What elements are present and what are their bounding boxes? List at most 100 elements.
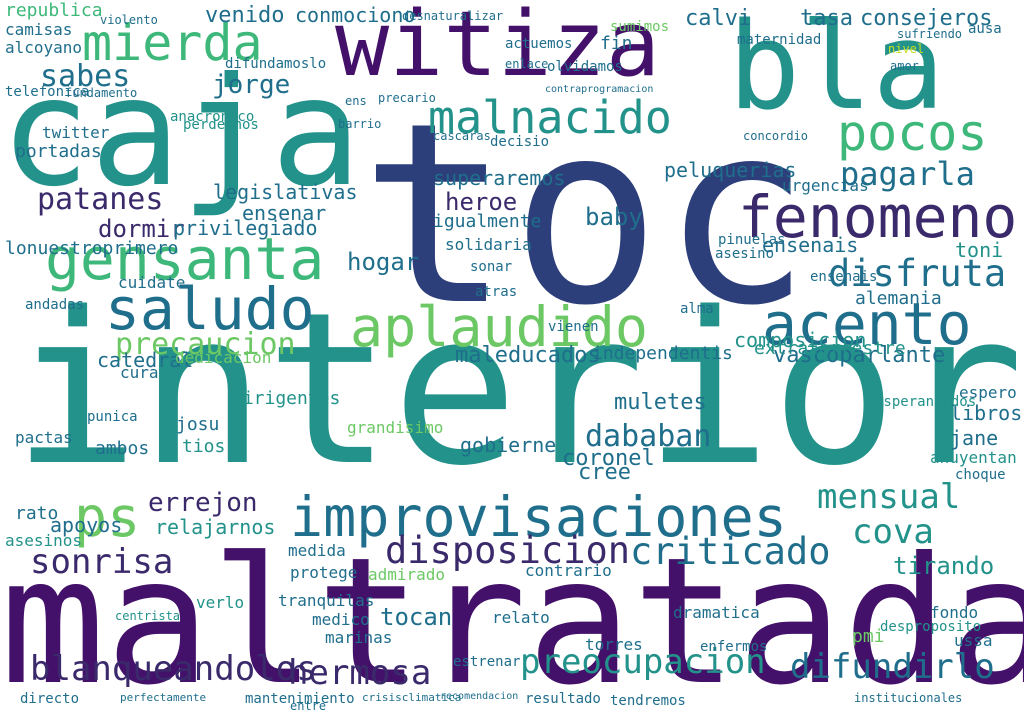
cloud-word: enlace — [505, 57, 549, 71]
cloud-word: lonuestroprimero — [5, 238, 179, 259]
cloud-word: pmi — [852, 626, 885, 647]
cloud-word: tranquilas — [278, 591, 375, 610]
cloud-word: ensenar — [242, 201, 327, 225]
cloud-word: enfermos — [700, 639, 768, 655]
cloud-word: superaremos — [433, 166, 566, 190]
cloud-word: pagarla — [840, 155, 975, 193]
cloud-word: twitter — [42, 123, 110, 142]
cloud-word: cura — [120, 363, 159, 382]
cloud-word: olvidamos — [547, 59, 623, 75]
cloud-word: entre — [290, 699, 327, 713]
cloud-word: centrista — [115, 609, 181, 623]
cloud-word: calvi — [685, 6, 752, 31]
cloud-word: verlo — [196, 593, 245, 612]
cloud-word: extraterrestre — [754, 338, 906, 359]
cloud-word: venido — [205, 3, 285, 28]
cloud-word: atras — [475, 284, 518, 300]
cloud-word: apoyos — [50, 513, 123, 537]
cloud-word: independentis — [592, 343, 733, 364]
cloud-word: urgencias — [782, 176, 869, 195]
cloud-word: ps — [74, 485, 141, 549]
cloud-word: coronel — [562, 446, 655, 471]
cloud-word: desproposito — [880, 619, 982, 635]
cloud-word: alma — [680, 301, 714, 317]
cloud-word: perfectamente — [120, 691, 207, 704]
cloud-word: baby — [585, 203, 643, 231]
cloud-word: improvisaciones — [290, 485, 787, 549]
cloud-word: barrio — [338, 117, 382, 131]
cloud-word: decisio — [490, 134, 550, 150]
cloud-word: errejon — [148, 488, 258, 518]
cloud-word: ussa — [954, 631, 993, 650]
cloud-word: fin — [600, 33, 633, 54]
cloud-word: aplaudido — [350, 295, 649, 359]
cloud-word: blanqueandolos — [30, 649, 317, 689]
cloud-word: malnacido — [428, 91, 672, 144]
cloud-word: alemania — [855, 288, 942, 309]
cloud-word: anacronico — [170, 109, 255, 125]
cloud-word: consejeros — [860, 6, 993, 31]
cloud-word: torres — [585, 635, 643, 654]
cloud-word: espero — [959, 383, 1017, 402]
cloud-word: preocupacion — [520, 642, 766, 682]
cloud-word: igualmente — [433, 211, 542, 232]
cloud-word: tios — [182, 436, 226, 457]
cloud-word: ensenais — [762, 233, 859, 257]
cloud-word: choque — [955, 467, 1006, 483]
cloud-word: ensenais — [810, 269, 878, 285]
cloud-word: alcoyano — [5, 38, 83, 57]
cloud-word: relato — [492, 608, 550, 627]
cloud-word: estrenar — [453, 654, 521, 670]
cloud-word: pocos — [837, 104, 988, 162]
cloud-word: sonar — [470, 259, 513, 275]
cloud-word: dormir — [98, 215, 185, 243]
cloud-word: disposicion — [385, 529, 631, 572]
cloud-word: maltratada — [0, 521, 1024, 720]
cloud-word: punica — [87, 409, 138, 425]
cloud-word: sabes — [40, 59, 131, 94]
cloud-word: asesino — [715, 246, 775, 262]
cloud-word: concordio — [743, 129, 809, 143]
cloud-word: crisisclimatica — [362, 691, 462, 704]
cloud-word: libros — [950, 401, 1023, 425]
cloud-word: mensual — [817, 477, 961, 517]
cloud-word: violento — [100, 13, 158, 27]
cloud-word: precario — [378, 91, 436, 105]
cloud-word: contrario — [525, 561, 612, 580]
cloud-word: amor — [890, 59, 919, 73]
cloud-word: caja — [0, 46, 362, 220]
cloud-word: maleducados — [455, 343, 601, 368]
cloud-word: conmociono — [295, 3, 416, 27]
cloud-word: precaucion — [115, 327, 296, 362]
cloud-word: ausa — [968, 21, 1002, 37]
cloud-word: mierda — [82, 14, 263, 72]
cloud-word: hogar — [347, 248, 420, 276]
cloud-word: fenomeno — [738, 183, 1018, 251]
cloud-word: gensanta — [45, 225, 325, 293]
cloud-word: peluquerias — [664, 158, 797, 182]
cloud-word: asesinos — [5, 531, 83, 550]
cloud-word: rato — [15, 503, 59, 524]
cloud-word: cascaras — [433, 129, 491, 143]
cloud-word: directo — [20, 691, 80, 707]
cloud-word: sumimos — [610, 19, 670, 35]
cloud-word: andadas — [25, 297, 85, 313]
cloud-word: criticado — [630, 530, 831, 573]
cloud-word: interior — [12, 267, 1024, 512]
cloud-word: disfruta — [828, 252, 1007, 295]
cloud-word: tirando — [893, 552, 995, 580]
cloud-word: ambos — [95, 438, 150, 459]
cloud-word: jane — [950, 426, 999, 450]
cloud-word: cuidate — [118, 273, 186, 292]
cloud-word: cova — [852, 512, 934, 552]
cloud-word: saludo — [105, 275, 315, 343]
cloud-word: grandisimo — [347, 418, 444, 437]
cloud-word: nivel — [888, 42, 925, 56]
cloud-word: recomendacion — [440, 691, 519, 702]
cloud-word: vienen — [548, 319, 599, 335]
cloud-word: hermosa — [288, 653, 432, 693]
cloud-word: ahuyentan — [930, 448, 1017, 467]
cloud-word: solidaria — [445, 235, 532, 254]
cloud-word: maternidad — [737, 32, 822, 48]
cloud-word: tocan — [380, 603, 453, 631]
